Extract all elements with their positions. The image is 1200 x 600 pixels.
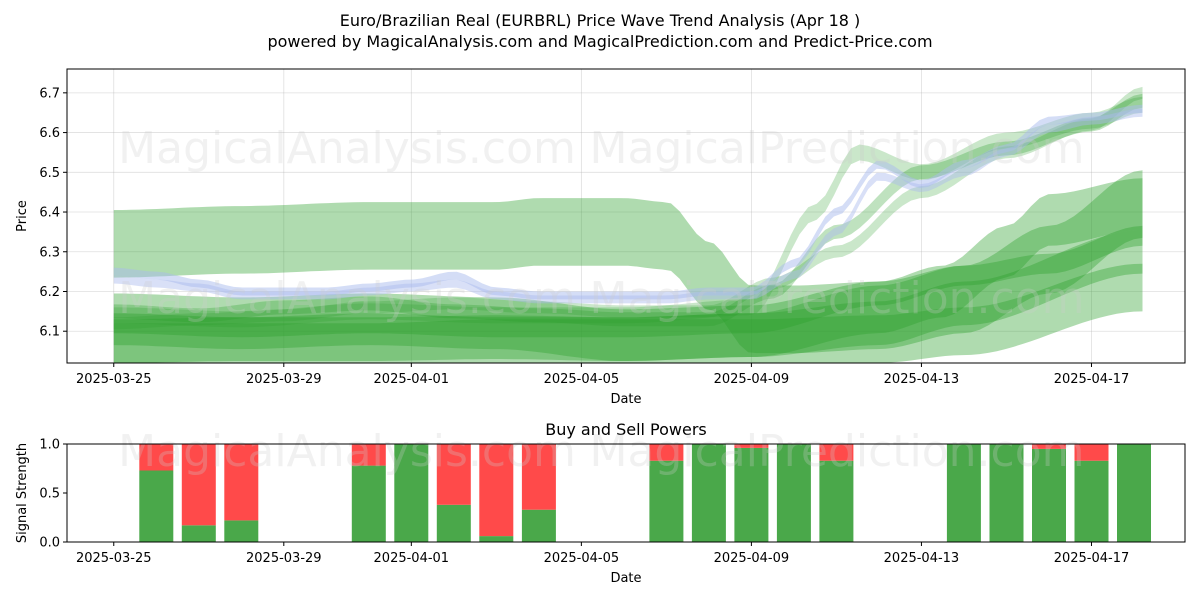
buy-bar [181, 525, 216, 542]
signal-title: Buy and Sell Powers [545, 420, 707, 439]
watermark-analysis-top: MagicalAnalysis.com [118, 123, 576, 174]
buy-bar [479, 536, 514, 542]
price-band-wave-mid [113, 225, 1143, 338]
signal-y-label: Signal Strength [15, 443, 30, 543]
price-band-wave-low-band [113, 229, 1143, 363]
price-band-wave-rising-band [113, 178, 1143, 361]
sell-bar [1074, 444, 1109, 461]
price-panel: MagicalAnalysis.com MagicalPrediction.co… [15, 68, 1186, 407]
buy-bar [989, 444, 1024, 542]
price-y-tick-label: 6.5 [39, 166, 60, 181]
watermark-prediction-top: MagicalPrediction.com [590, 123, 1085, 174]
sell-bar [351, 444, 386, 466]
signal-x-ticks: 2025-03-25 2025-03-29 2025-04-01 2025-04-05… [76, 542, 1129, 566]
price-x-tick-label: 2025-03-25 [76, 372, 152, 387]
buy-bar [946, 444, 981, 542]
price-band-wave-broad-flat [113, 170, 1143, 354]
sell-bar [224, 444, 259, 521]
price-x-label: Date [610, 392, 641, 407]
buy-bar [521, 509, 556, 542]
signal-x-tick-label: 2025-04-13 [884, 551, 960, 566]
signal-x-tick-label: 2025-03-29 [246, 551, 322, 566]
price-grid [67, 69, 1185, 363]
price-band-wave-thin-3 [113, 96, 1143, 328]
buy-bar [1074, 460, 1109, 542]
sell-bar [521, 444, 556, 510]
buy-bar [394, 444, 429, 542]
buy-bar [224, 520, 259, 542]
buy-bar [1032, 448, 1066, 542]
price-x-tick-label: 2025-04-01 [374, 372, 450, 387]
price-band-trend-blue-lower [113, 108, 1143, 304]
price-band-wave-lower-band [113, 263, 1143, 363]
buy-bar [1117, 444, 1151, 542]
price-x-tick-label: 2025-04-09 [714, 372, 790, 387]
price-x-tick-label: 2025-04-13 [884, 372, 960, 387]
chart-title-line1: Euro/Brazilian Real (EURBRL) Price Wave … [340, 11, 861, 30]
price-frame [66, 68, 1186, 364]
buy-bar [776, 444, 811, 542]
price-y-ticks: 6.1 6.2 6.3 6.4 6.5 6.6 6.7 [39, 86, 67, 340]
buy-bar [734, 447, 769, 542]
sell-bar [649, 444, 684, 461]
signal-x-label: Date [610, 571, 641, 586]
sell-bar [479, 444, 514, 537]
price-x-tick-label: 2025-04-05 [544, 372, 620, 387]
chart-title-line2: powered by MagicalAnalysis.com and Magic… [267, 32, 932, 51]
watermark-analysis-mid: MagicalAnalysis.com [118, 273, 576, 324]
signal-x-tick-label: 2025-04-09 [714, 551, 790, 566]
watermark-prediction-mid: MagicalPrediction.com [590, 273, 1085, 324]
sell-bar [1032, 444, 1066, 449]
price-y-tick-label: 6.4 [39, 206, 60, 221]
watermark-prediction-bottom: MagicalPrediction.com [590, 426, 1085, 477]
buy-bar [139, 470, 174, 542]
price-y-tick-label: 6.3 [39, 245, 60, 260]
sell-bar [436, 444, 471, 505]
sell-bar [139, 444, 174, 471]
signal-x-tick-label: 2025-04-05 [544, 551, 620, 566]
buy-bar [351, 465, 386, 542]
sell-bar [819, 444, 854, 461]
signal-y-tick-label: 1.0 [39, 438, 60, 453]
price-x-tick-label: 2025-04-17 [1054, 372, 1130, 387]
price-y-tick-label: 6.7 [39, 86, 60, 101]
price-waves [113, 86, 1143, 363]
signal-y-tick-label: 0.0 [39, 536, 60, 551]
sell-bar [181, 444, 216, 526]
buy-bar [436, 504, 471, 542]
signal-y-ticks: 0.0 0.5 1.0 [39, 438, 67, 551]
signal-panel: Buy and Sell Powers MagicalAnalysis.com … [15, 420, 1186, 586]
price-y-tick-label: 6.2 [39, 285, 60, 300]
price-x-tick-label: 2025-03-29 [246, 372, 322, 387]
price-y-label: Price [15, 200, 30, 232]
price-y-tick-label: 6.6 [39, 126, 60, 141]
buy-bar [819, 460, 854, 542]
buy-bar [649, 460, 684, 542]
signal-x-tick-label: 2025-04-01 [374, 551, 450, 566]
buy-bar [691, 444, 726, 542]
signal-y-tick-label: 0.5 [39, 487, 60, 502]
watermark-analysis-bottom: MagicalAnalysis.com [118, 426, 576, 477]
price-band-trend-blue-upper [113, 104, 1143, 300]
price-y-tick-label: 6.1 [39, 325, 60, 340]
signal-bars [139, 444, 1151, 542]
signal-x-tick-label: 2025-04-17 [1054, 551, 1130, 566]
signal-x-tick-label: 2025-03-25 [76, 551, 152, 566]
sell-bar [734, 444, 769, 448]
price-x-ticks: 2025-03-25 2025-03-29 2025-04-01 2025-04-05… [76, 363, 1129, 387]
